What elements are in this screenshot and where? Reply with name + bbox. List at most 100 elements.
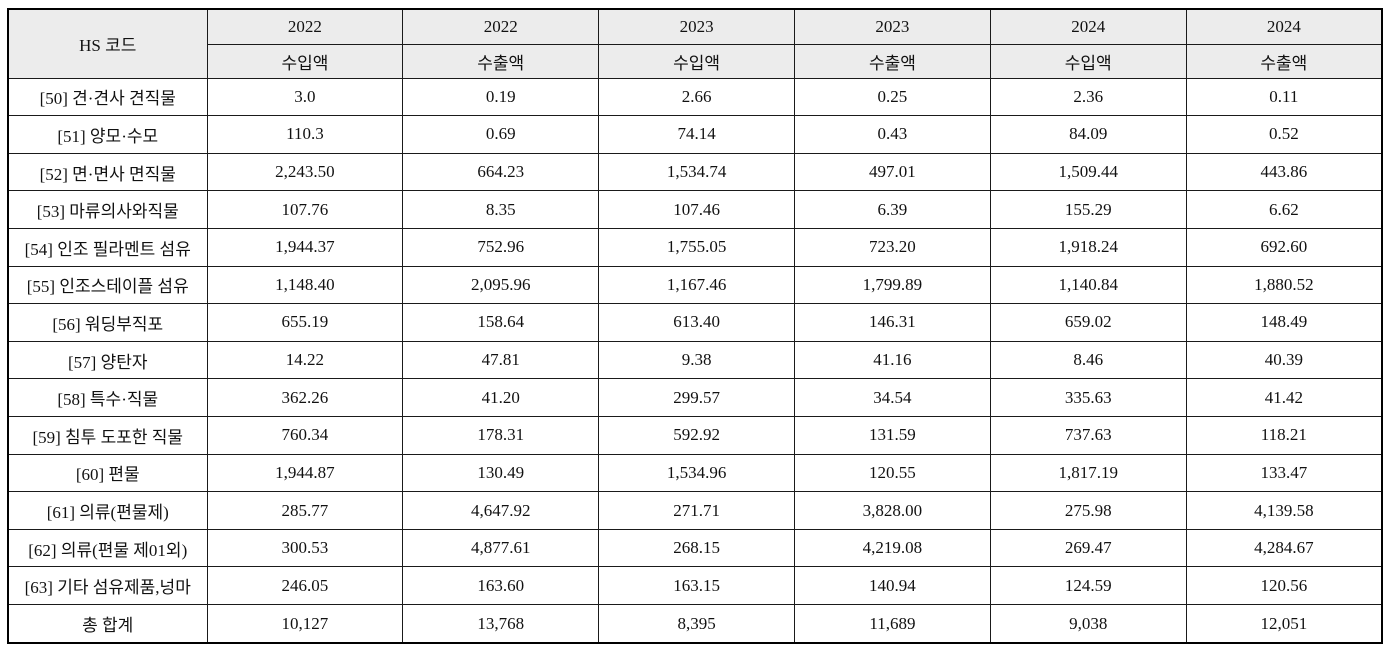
value-cell: 3.0 — [206, 77, 404, 117]
total-value-cell: 10,127 — [206, 604, 404, 644]
table-row: [63] 기타 섬유제품,넝마 246.05 163.60 163.15 140.94 1… — [7, 566, 1383, 606]
value-cell: 271.71 — [598, 491, 795, 530]
total-row-label: 총 합계 — [7, 604, 208, 644]
value-cell: 4,647.92 — [402, 491, 600, 530]
value-cell: 4,139.58 — [1185, 491, 1383, 530]
value-cell: 269.47 — [989, 528, 1187, 568]
value-cell: 2.66 — [598, 77, 795, 117]
header-year-2023-import: 2023 — [598, 8, 795, 45]
row-label: [55] 인조스테이플 섬유 — [7, 265, 208, 305]
value-cell: 133.47 — [1185, 453, 1383, 493]
value-cell: 6.62 — [1185, 190, 1383, 229]
value-cell: 613.40 — [598, 303, 795, 342]
value-cell: 155.29 — [989, 190, 1187, 229]
value-cell: 124.59 — [989, 566, 1187, 606]
value-cell: 0.52 — [1185, 115, 1383, 154]
value-cell: 752.96 — [402, 227, 600, 267]
value-cell: 2,095.96 — [402, 265, 600, 305]
value-cell: 1,148.40 — [206, 265, 404, 305]
header-year-row: HS 코드 2022 2022 2023 2023 2024 2024 — [7, 8, 1383, 79]
value-cell: 1,918.24 — [989, 227, 1187, 267]
value-cell: 110.3 — [206, 115, 404, 154]
table-row: [62] 의류(편물 제01외) 300.53 4,877.61 268.15 4,21… — [7, 528, 1383, 568]
value-cell: 723.20 — [793, 227, 991, 267]
table-row: [55] 인조스테이플 섬유 1,148.40 2,095.96 1,167.46 1,… — [7, 265, 1383, 305]
value-cell: 300.53 — [206, 528, 404, 568]
value-cell: 737.63 — [989, 415, 1187, 455]
table-row: [51] 양모·수모 110.3 0.69 74.14 0.43 84.09 0.52 — [7, 115, 1383, 154]
value-cell: 158.64 — [402, 303, 600, 342]
value-cell: 760.34 — [206, 415, 404, 455]
value-cell: 659.02 — [989, 303, 1187, 342]
value-cell: 6.39 — [793, 190, 991, 229]
value-cell: 299.57 — [598, 378, 795, 417]
value-cell: 1,944.87 — [206, 453, 404, 493]
total-value-cell: 11,689 — [793, 604, 991, 644]
value-cell: 0.69 — [402, 115, 600, 154]
value-cell: 131.59 — [793, 415, 991, 455]
row-label: [60] 편물 — [7, 453, 208, 493]
row-label: [51] 양모·수모 — [7, 115, 208, 154]
value-cell: 362.26 — [206, 378, 404, 417]
value-cell: 2.36 — [989, 77, 1187, 117]
value-cell: 178.31 — [402, 415, 600, 455]
table-row: [61] 의류(편물제) 285.77 4,647.92 271.71 3,828.00… — [7, 491, 1383, 530]
value-cell: 120.56 — [1185, 566, 1383, 606]
value-cell: 1,167.46 — [598, 265, 795, 305]
table-row: [56] 워딩부직포 655.19 158.64 613.40 146.31 659.02… — [7, 303, 1383, 342]
header-measure-2023-export: 수출액 — [793, 43, 991, 79]
header-year-2024-import: 2024 — [989, 8, 1187, 45]
header-year-2023-export: 2023 — [793, 8, 991, 45]
header-year-2022-export: 2022 — [402, 8, 600, 45]
value-cell: 34.54 — [793, 378, 991, 417]
value-cell: 4,877.61 — [402, 528, 600, 568]
value-cell: 9.38 — [598, 340, 795, 380]
value-cell: 655.19 — [206, 303, 404, 342]
table-row: [59] 침투 도포한 직물 760.34 178.31 592.92 131.59 73… — [7, 415, 1383, 455]
row-label: [58] 특수·직물 — [7, 378, 208, 417]
row-label: [54] 인조 필라멘트 섬유 — [7, 227, 208, 267]
value-cell: 107.46 — [598, 190, 795, 229]
value-cell: 8.46 — [989, 340, 1187, 380]
value-cell: 692.60 — [1185, 227, 1383, 267]
value-cell: 1,799.89 — [793, 265, 991, 305]
value-cell: 148.49 — [1185, 303, 1383, 342]
value-cell: 41.16 — [793, 340, 991, 380]
header-year-2024-export: 2024 — [1185, 8, 1383, 45]
total-value-cell: 8,395 — [598, 604, 795, 644]
row-label: [59] 침투 도포한 직물 — [7, 415, 208, 455]
table-row: [58] 특수·직물 362.26 41.20 299.57 34.54 335.63 41… — [7, 378, 1383, 417]
value-cell: 1,509.44 — [989, 152, 1187, 192]
value-cell: 335.63 — [989, 378, 1187, 417]
value-cell: 275.98 — [989, 491, 1187, 530]
value-cell: 40.39 — [1185, 340, 1383, 380]
header-year-2022-import: 2022 — [206, 8, 404, 45]
value-cell: 3,828.00 — [793, 491, 991, 530]
row-label: [56] 워딩부직포 — [7, 303, 208, 342]
table-row: [54] 인조 필라멘트 섬유 1,944.37 752.96 1,755.05 723… — [7, 227, 1383, 267]
value-cell: 130.49 — [402, 453, 600, 493]
row-label: [63] 기타 섬유제품,넝마 — [7, 566, 208, 606]
header-measure-2022-export: 수출액 — [402, 43, 600, 79]
total-row: 총 합계 10,127 13,768 8,395 11,689 9,038 12,051 — [7, 604, 1383, 644]
value-cell: 1,534.96 — [598, 453, 795, 493]
hs-trade-table: HS 코드 2022 2022 2023 2023 2024 2024 수입액 … — [7, 8, 1383, 644]
table-header: HS 코드 2022 2022 2023 2023 2024 2024 수입액 … — [7, 8, 1383, 79]
header-measure-2024-export: 수출액 — [1185, 43, 1383, 79]
value-cell: 1,880.52 — [1185, 265, 1383, 305]
header-measure-row: 수입액 수출액 수입액 수출액 수입액 수출액 — [8, 43, 1383, 79]
value-cell: 592.92 — [598, 415, 795, 455]
value-cell: 1,534.74 — [598, 152, 795, 192]
row-label: [53] 마류의사와직물 — [7, 190, 208, 229]
header-hs-code: HS 코드 — [7, 8, 208, 79]
value-cell: 1,755.05 — [598, 227, 795, 267]
table-row: [52] 면·면사 면직물 2,243.50 664.23 1,534.74 497.0… — [7, 152, 1383, 192]
header-measure-2023-import: 수입액 — [598, 43, 795, 79]
value-cell: 4,284.67 — [1185, 528, 1383, 568]
value-cell: 664.23 — [402, 152, 600, 192]
value-cell: 163.15 — [598, 566, 795, 606]
value-cell: 0.43 — [793, 115, 991, 154]
value-cell: 246.05 — [206, 566, 404, 606]
value-cell: 497.01 — [793, 152, 991, 192]
table-row: [53] 마류의사와직물 107.76 8.35 107.46 6.39 155.29 6.… — [7, 190, 1383, 229]
